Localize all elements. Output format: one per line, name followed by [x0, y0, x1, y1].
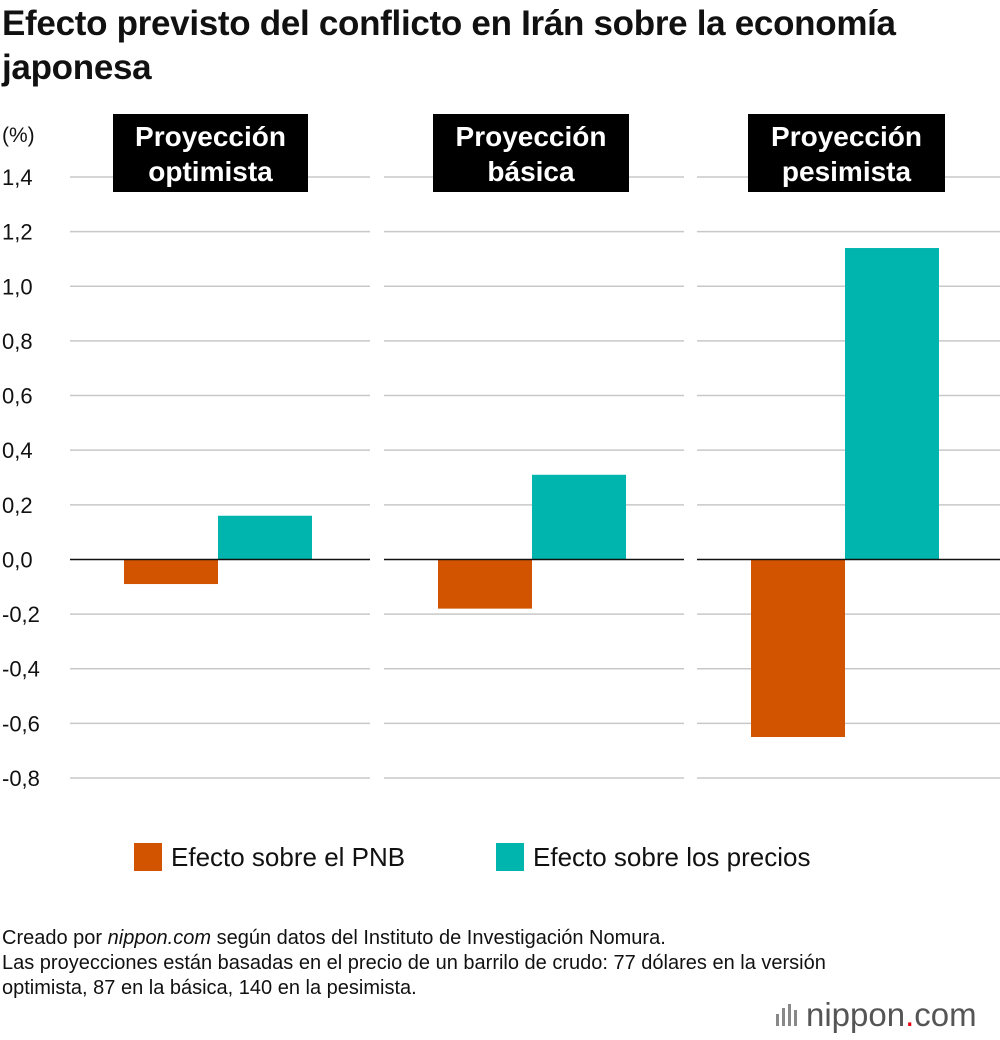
bar-precios [845, 248, 939, 560]
logo-tld: com [914, 996, 977, 1033]
y-tick-label: 1,0 [2, 274, 33, 299]
y-tick-label: 0,0 [2, 547, 33, 572]
y-tick-label: 0,6 [2, 384, 33, 409]
source-note: Creado por nippon.com según datos del In… [2, 926, 862, 1001]
bar-pnb [438, 559, 532, 609]
y-tick-label: -0,4 [2, 657, 40, 682]
chart-title: Efecto previsto del conflicto en Irán so… [2, 4, 896, 87]
panel-title-line2: optimista [148, 156, 273, 187]
source-prefix: Creado por [2, 927, 108, 949]
bar-precios [532, 474, 626, 560]
logo-dot: . [905, 996, 915, 1033]
panel-title-line2: pesimista [782, 156, 912, 187]
y-tick-label: -0,8 [2, 766, 40, 791]
panel-title-line2: básica [487, 156, 575, 187]
source-site: nippon.com [107, 927, 212, 949]
legend-swatch [134, 843, 162, 871]
y-axis-unit: (%) [2, 124, 35, 147]
panel-title-line1: Proyección [135, 121, 286, 152]
panel-title-box [113, 114, 308, 192]
y-tick-label: 1,2 [2, 220, 33, 245]
panel-title-line1: Proyección [771, 121, 922, 152]
logo-name: nippon [806, 996, 906, 1033]
y-tick-label: 0,8 [2, 329, 33, 354]
panel-title-box [433, 114, 629, 192]
bar-pnb [751, 559, 845, 738]
y-tick-label: -0,2 [2, 602, 40, 627]
y-tick-label: -0,6 [2, 711, 40, 736]
nippon-logo: nippon.com [776, 996, 1000, 1036]
bar-pnb [124, 559, 218, 585]
legend-label: Efecto sobre el PNB [171, 842, 405, 872]
panel-title-line1: Proyección [456, 121, 607, 152]
y-tick-label: 0,4 [2, 438, 33, 463]
y-tick-label: 1,4 [2, 165, 33, 190]
logo-wordmark: nippon.com [806, 996, 977, 1034]
legend-label: Efecto sobre los precios [533, 842, 810, 872]
logo-bars-icon [776, 1004, 806, 1026]
projection-note: Las proyecciones están basadas en el pre… [2, 952, 826, 999]
source-suffix: según datos del Instituto de Investigaci… [211, 927, 666, 949]
panel-title-box [748, 114, 945, 192]
y-tick-label: 0,2 [2, 493, 33, 518]
bar-chart: (%) 1,4 1,2 1,0 0,8 0,6 0,4 0,2 0,0 -0,2 -0,4 -0,6 -… [2, 114, 1000, 872]
legend-swatch [496, 843, 524, 871]
bar-precios [218, 515, 312, 560]
